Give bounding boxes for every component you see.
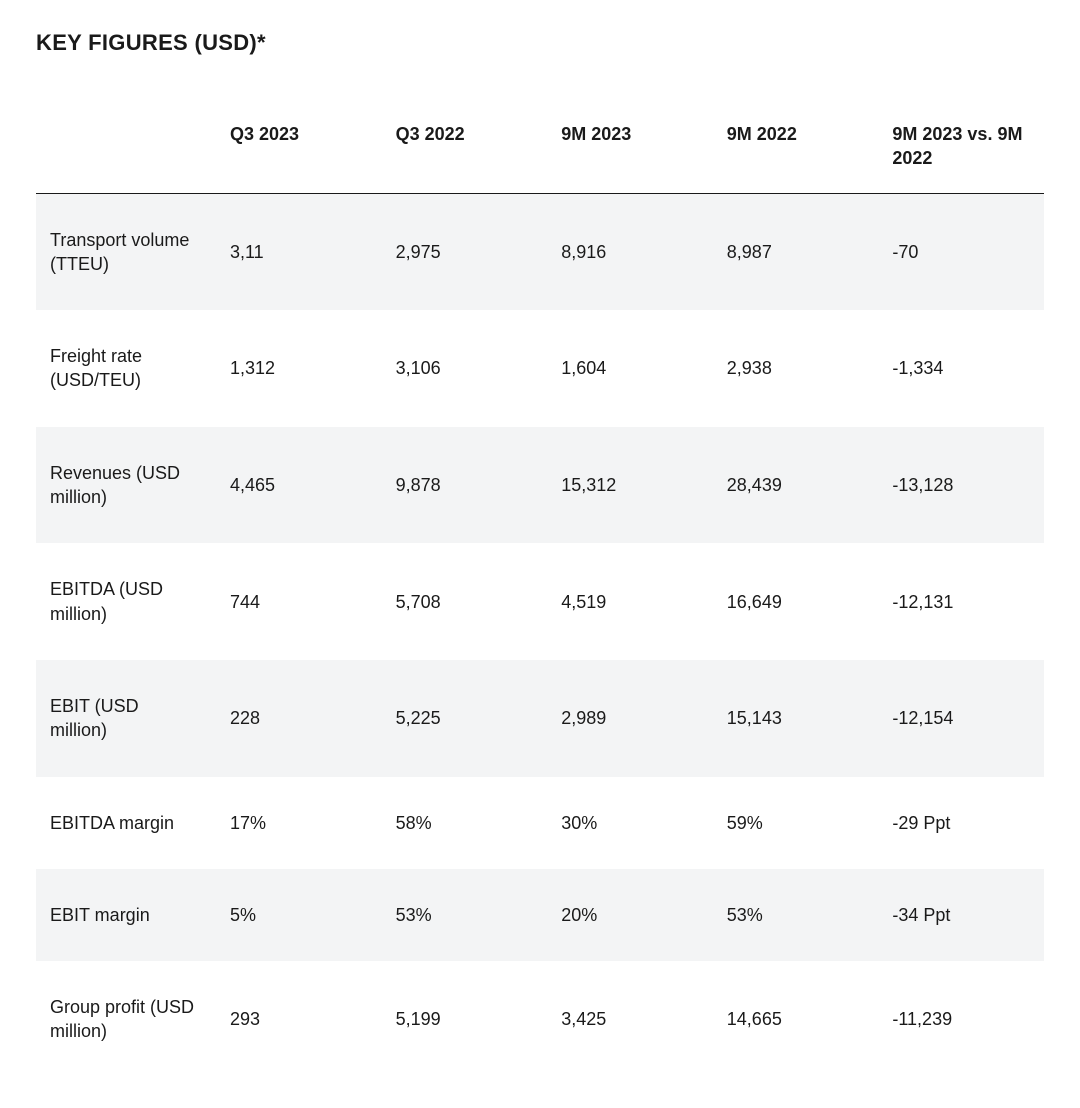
metric-value: 2,938 [713,310,879,427]
metric-value: -1,334 [878,310,1044,427]
table-row: EBITDA margin17%58%30%59%-29 Ppt [36,777,1044,869]
table-row: EBIT margin5%53%20%53%-34 Ppt [36,869,1044,961]
metric-value: 4,465 [216,427,382,544]
metric-value: 8,916 [547,193,713,310]
metric-value: 744 [216,543,382,660]
metric-value: -11,239 [878,961,1044,1078]
metric-value: -12,131 [878,543,1044,660]
column-header: 9M 2023 [547,104,713,193]
metric-value: 3,425 [547,961,713,1078]
metric-label: EBITDA (USD million) [36,543,216,660]
metric-value: 30% [547,777,713,869]
metric-value: 59% [713,777,879,869]
metric-value: 5,199 [382,961,548,1078]
metric-value: 58% [382,777,548,869]
table-row: Transport volume (TTEU)3,112,9758,9168,9… [36,193,1044,310]
metric-value: -70 [878,193,1044,310]
table-row: Revenues (USD million)4,4659,87815,31228… [36,427,1044,544]
column-header: Q3 2022 [382,104,548,193]
metric-value: -34 Ppt [878,869,1044,961]
metric-value: 2,989 [547,660,713,777]
metric-label: EBIT margin [36,869,216,961]
metric-value: 14,665 [713,961,879,1078]
metric-value: 53% [713,869,879,961]
metric-value: 228 [216,660,382,777]
metric-value: 17% [216,777,382,869]
metric-value: 5% [216,869,382,961]
metric-value: 15,143 [713,660,879,777]
metric-value: 53% [382,869,548,961]
table-row: Freight rate (USD/TEU)1,3123,1061,6042,9… [36,310,1044,427]
metric-value: 9,878 [382,427,548,544]
table-row: EBITDA (USD million)7445,7084,51916,649-… [36,543,1044,660]
metric-label: EBIT (USD million) [36,660,216,777]
column-header: 9M 2023 vs. 9M 2022 [878,104,1044,193]
table-row: Group profit (USD million)2935,1993,4251… [36,961,1044,1078]
metric-value: 2,975 [382,193,548,310]
metric-value: 1,312 [216,310,382,427]
column-header [36,104,216,193]
metric-value: 5,708 [382,543,548,660]
table-row: EBIT (USD million)2285,2252,98915,143-12… [36,660,1044,777]
metric-value: 28,439 [713,427,879,544]
metric-label: Revenues (USD million) [36,427,216,544]
metric-value: -12,154 [878,660,1044,777]
metric-value: 293 [216,961,382,1078]
metric-value: 1,604 [547,310,713,427]
metric-label: EBITDA margin [36,777,216,869]
metric-value: 4,519 [547,543,713,660]
metric-value: 8,987 [713,193,879,310]
metric-value: 20% [547,869,713,961]
metric-value: -29 Ppt [878,777,1044,869]
key-figures-table: Q3 2023 Q3 2022 9M 2023 9M 2022 9M 2023 … [36,104,1044,1078]
column-header: Q3 2023 [216,104,382,193]
metric-value: 15,312 [547,427,713,544]
metric-value: 3,106 [382,310,548,427]
column-header: 9M 2022 [713,104,879,193]
metric-value: 5,225 [382,660,548,777]
metric-value: 16,649 [713,543,879,660]
metric-label: Transport volume (TTEU) [36,193,216,310]
table-header-row: Q3 2023 Q3 2022 9M 2023 9M 2022 9M 2023 … [36,104,1044,193]
page-title: KEY FIGURES (USD)* [36,30,1044,56]
metric-value: 3,11 [216,193,382,310]
metric-label: Group profit (USD million) [36,961,216,1078]
metric-value: -13,128 [878,427,1044,544]
metric-label: Freight rate (USD/TEU) [36,310,216,427]
